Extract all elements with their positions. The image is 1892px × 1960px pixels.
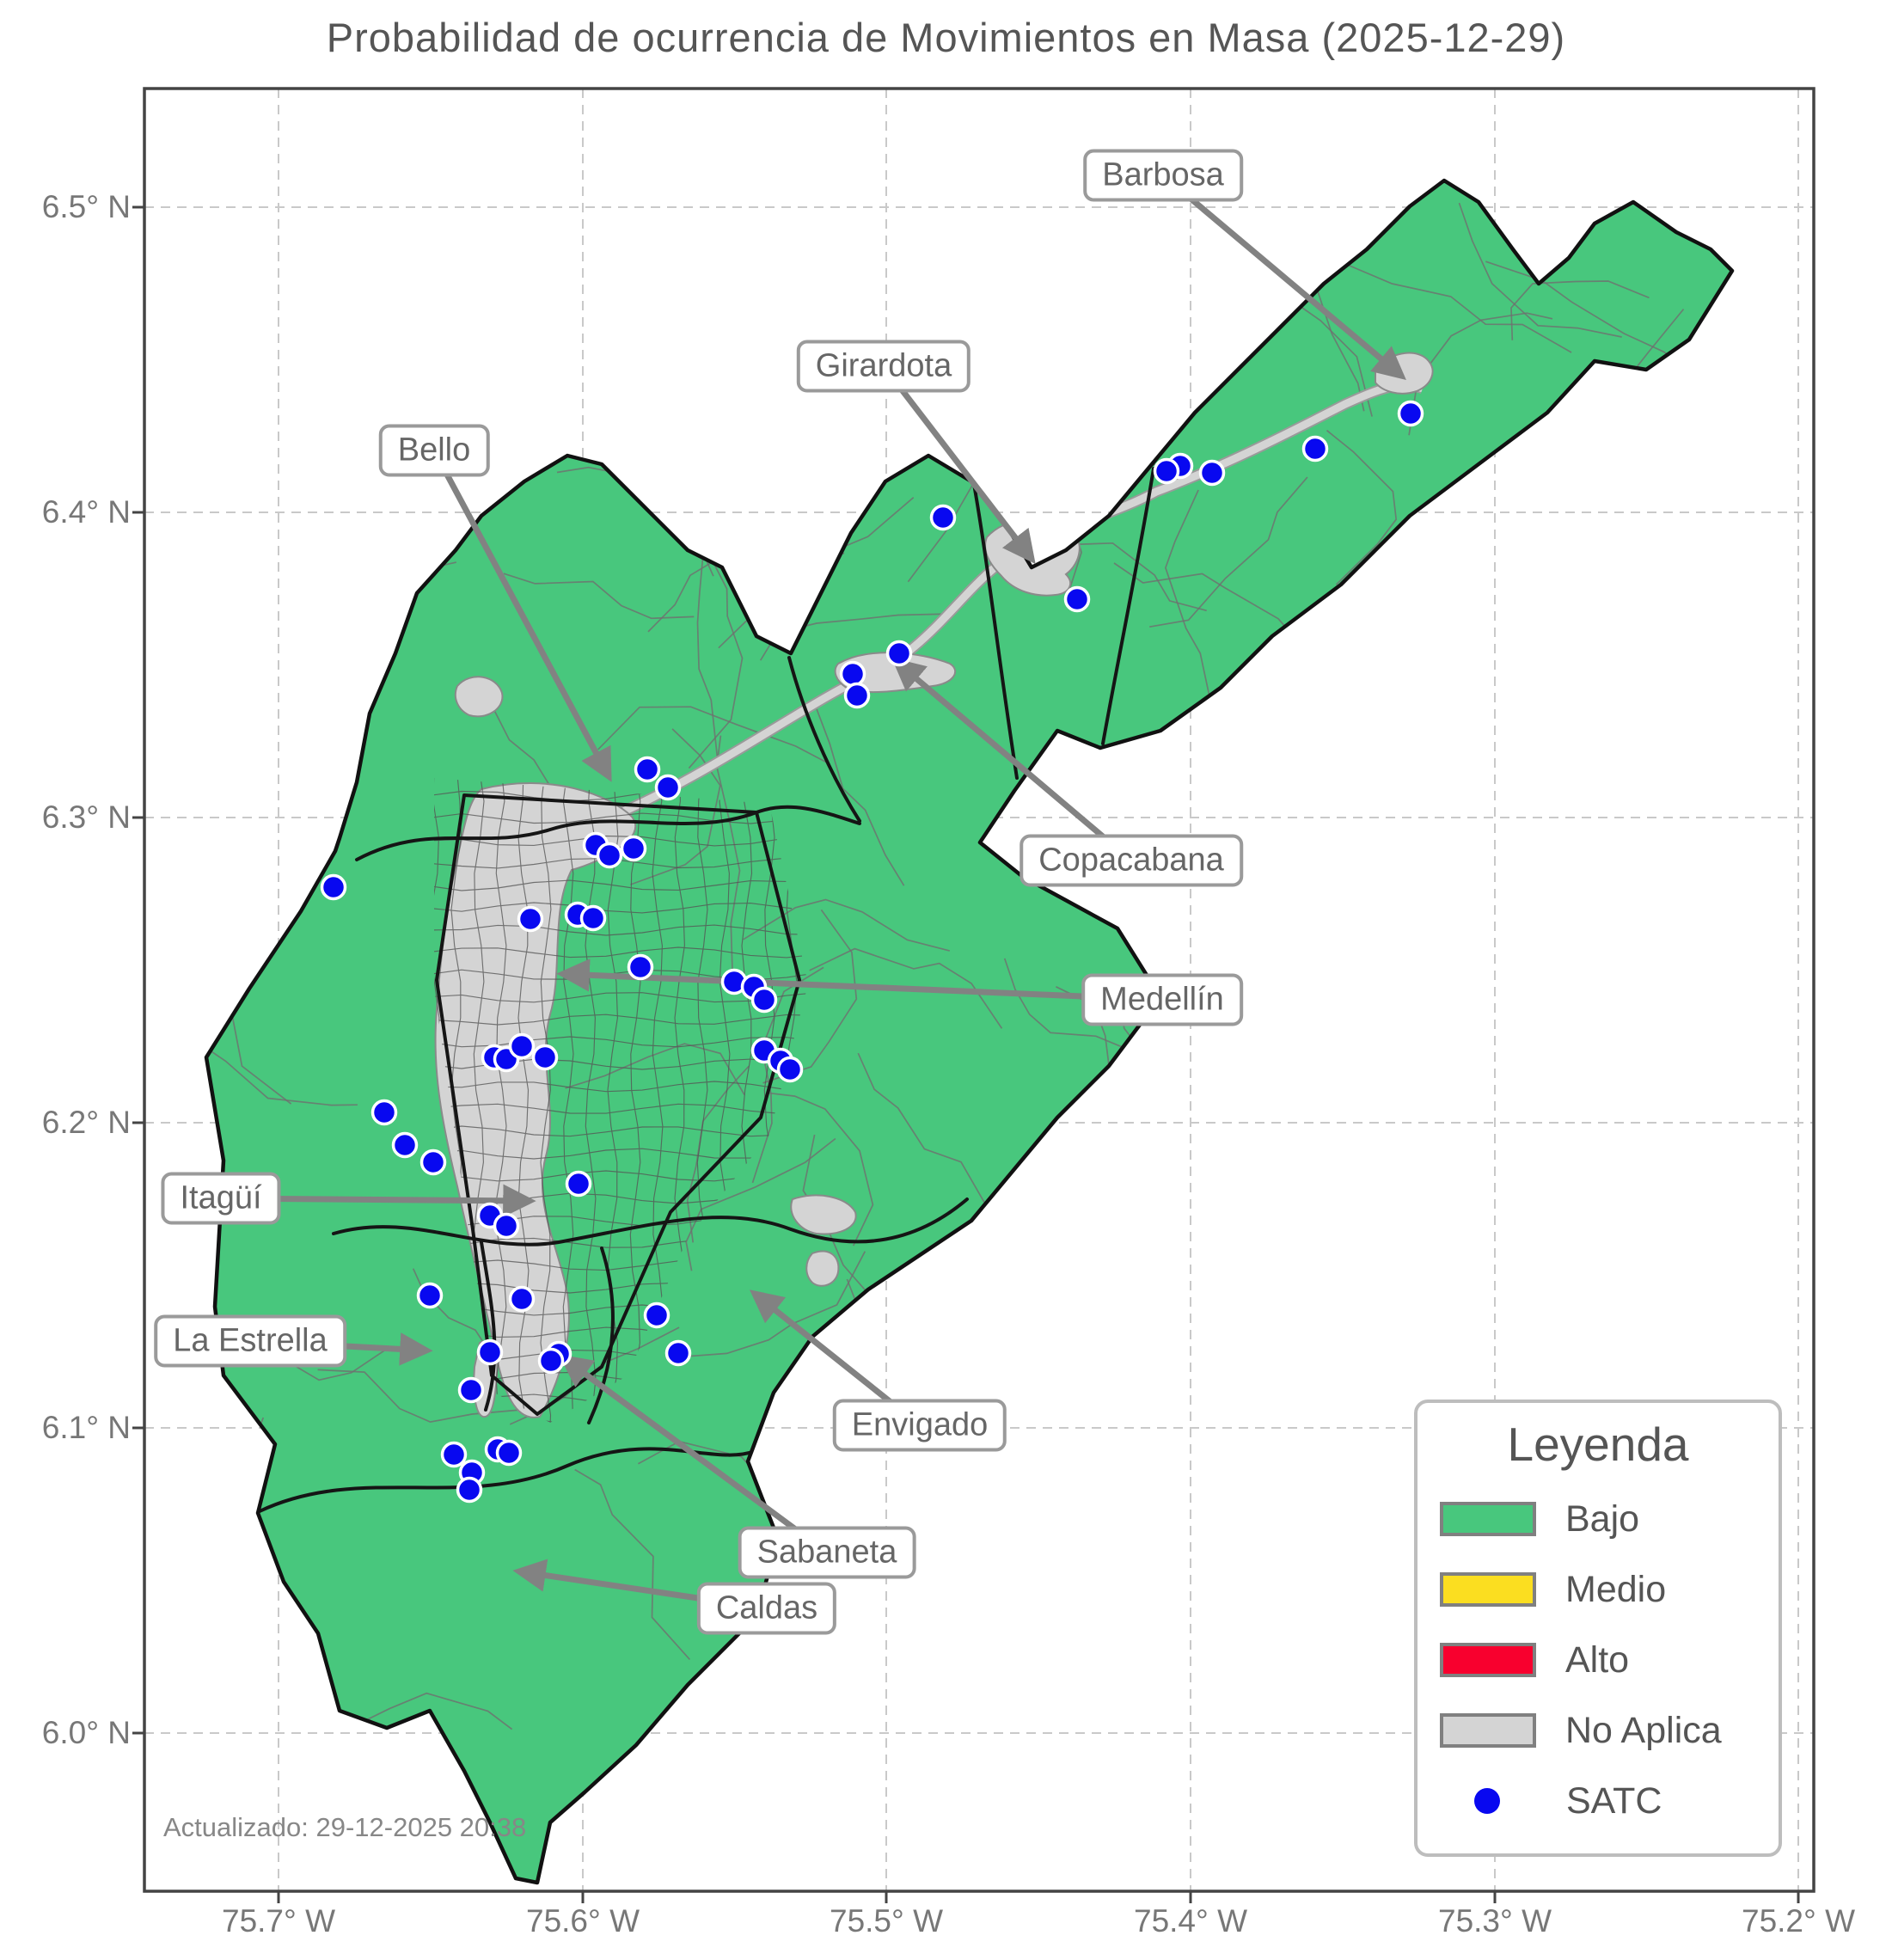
satc-point	[508, 1032, 536, 1060]
legend-swatch-medio	[1440, 1572, 1536, 1607]
satc-point	[579, 904, 607, 932]
satc-point	[634, 756, 661, 783]
satc-point	[596, 842, 623, 869]
legend-label-no-aplica: No Aplica	[1565, 1709, 1722, 1751]
legend-box: Leyenda Bajo Medio Alto No Aplica SATC	[1414, 1400, 1782, 1857]
satc-point	[664, 1339, 692, 1367]
x-tick-label: 75.3° W	[1437, 1903, 1552, 1939]
y-tick-label: 6.4° N	[41, 494, 131, 530]
satc-point	[320, 873, 347, 901]
annotation-label: Envigado	[832, 1399, 1007, 1452]
updated-timestamp: Actualizado: 29-12-2025 20:38	[163, 1812, 527, 1842]
legend-label-alto: Alto	[1565, 1638, 1630, 1681]
satc-points-layer	[320, 400, 1424, 1504]
satc-point	[508, 1285, 536, 1313]
satc-dot-icon	[1474, 1788, 1500, 1814]
annotation-label: La Estrella	[154, 1314, 346, 1368]
satc-point	[391, 1131, 419, 1159]
x-tick-label: 75.4° W	[1133, 1903, 1248, 1939]
legend-title: Leyenda	[1507, 1418, 1689, 1471]
satc-point	[929, 504, 957, 531]
satc-point	[457, 1376, 485, 1404]
legend-swatch-no-aplica	[1440, 1713, 1536, 1748]
x-tick-label: 75.6° W	[525, 1903, 640, 1939]
satc-point	[1301, 435, 1329, 462]
satc-point	[643, 1302, 670, 1329]
page-title: Probabilidad de ocurrencia de Movimiento…	[326, 15, 1566, 60]
y-tick-label: 6.5° N	[41, 189, 131, 224]
x-tick-label: 75.2° W	[1741, 1903, 1856, 1939]
satc-point	[495, 1439, 523, 1467]
satc-point	[843, 682, 871, 709]
satc-point	[1063, 585, 1091, 613]
satc-point	[654, 774, 682, 801]
satc-point	[537, 1347, 565, 1375]
satc-point	[419, 1148, 447, 1176]
x-tick-label: 75.5° W	[829, 1903, 944, 1939]
legend-label-medio: Medio	[1565, 1568, 1667, 1610]
satc-point	[416, 1282, 444, 1309]
satc-point	[1198, 459, 1226, 487]
satc-point	[370, 1099, 398, 1126]
satc-point	[750, 986, 778, 1014]
legend-item-medio: Medio	[1440, 1554, 1779, 1625]
satc-point	[839, 660, 866, 688]
y-tick-label: 6.0° N	[41, 1715, 131, 1750]
annotation-label: Medellín	[1081, 973, 1243, 1026]
satc-point	[493, 1212, 520, 1240]
satc-point	[531, 1044, 559, 1071]
annotation-label: Barbosa	[1083, 149, 1243, 202]
legend-item-satc: SATC	[1440, 1766, 1779, 1836]
satc-point	[885, 640, 913, 667]
legend-swatch-alto	[1440, 1643, 1536, 1677]
legend-label-bajo: Bajo	[1565, 1498, 1640, 1540]
x-tick-label: 75.7° W	[221, 1903, 336, 1939]
annotation-label: Bello	[378, 424, 490, 477]
satc-point	[620, 835, 647, 862]
y-tick-label: 6.1° N	[41, 1410, 131, 1445]
y-tick-label: 6.2° N	[41, 1105, 131, 1140]
satc-point	[1397, 400, 1424, 427]
legend-swatch-bajo	[1440, 1502, 1536, 1536]
annotation-label: Itagüí	[161, 1172, 281, 1225]
annotation-label: Sabaneta	[738, 1526, 916, 1579]
legend-label-satc: SATC	[1566, 1779, 1662, 1822]
satc-point	[1153, 457, 1180, 485]
satc-point	[476, 1338, 504, 1366]
satc-point	[517, 905, 544, 933]
satc-point	[456, 1476, 483, 1504]
satc-point	[776, 1056, 804, 1083]
annotation-label: Caldas	[696, 1582, 837, 1635]
satc-point	[565, 1170, 592, 1197]
annotation-label: Copacabana	[1019, 834, 1243, 887]
legend-item-bajo: Bajo	[1440, 1484, 1779, 1554]
legend-item-no-aplica: No Aplica	[1440, 1695, 1779, 1766]
y-tick-label: 6.3° N	[41, 799, 131, 835]
satc-point	[440, 1441, 468, 1468]
legend-item-alto: Alto	[1440, 1625, 1779, 1695]
annotation-label: Girardota	[796, 340, 971, 393]
satc-point	[627, 953, 654, 981]
